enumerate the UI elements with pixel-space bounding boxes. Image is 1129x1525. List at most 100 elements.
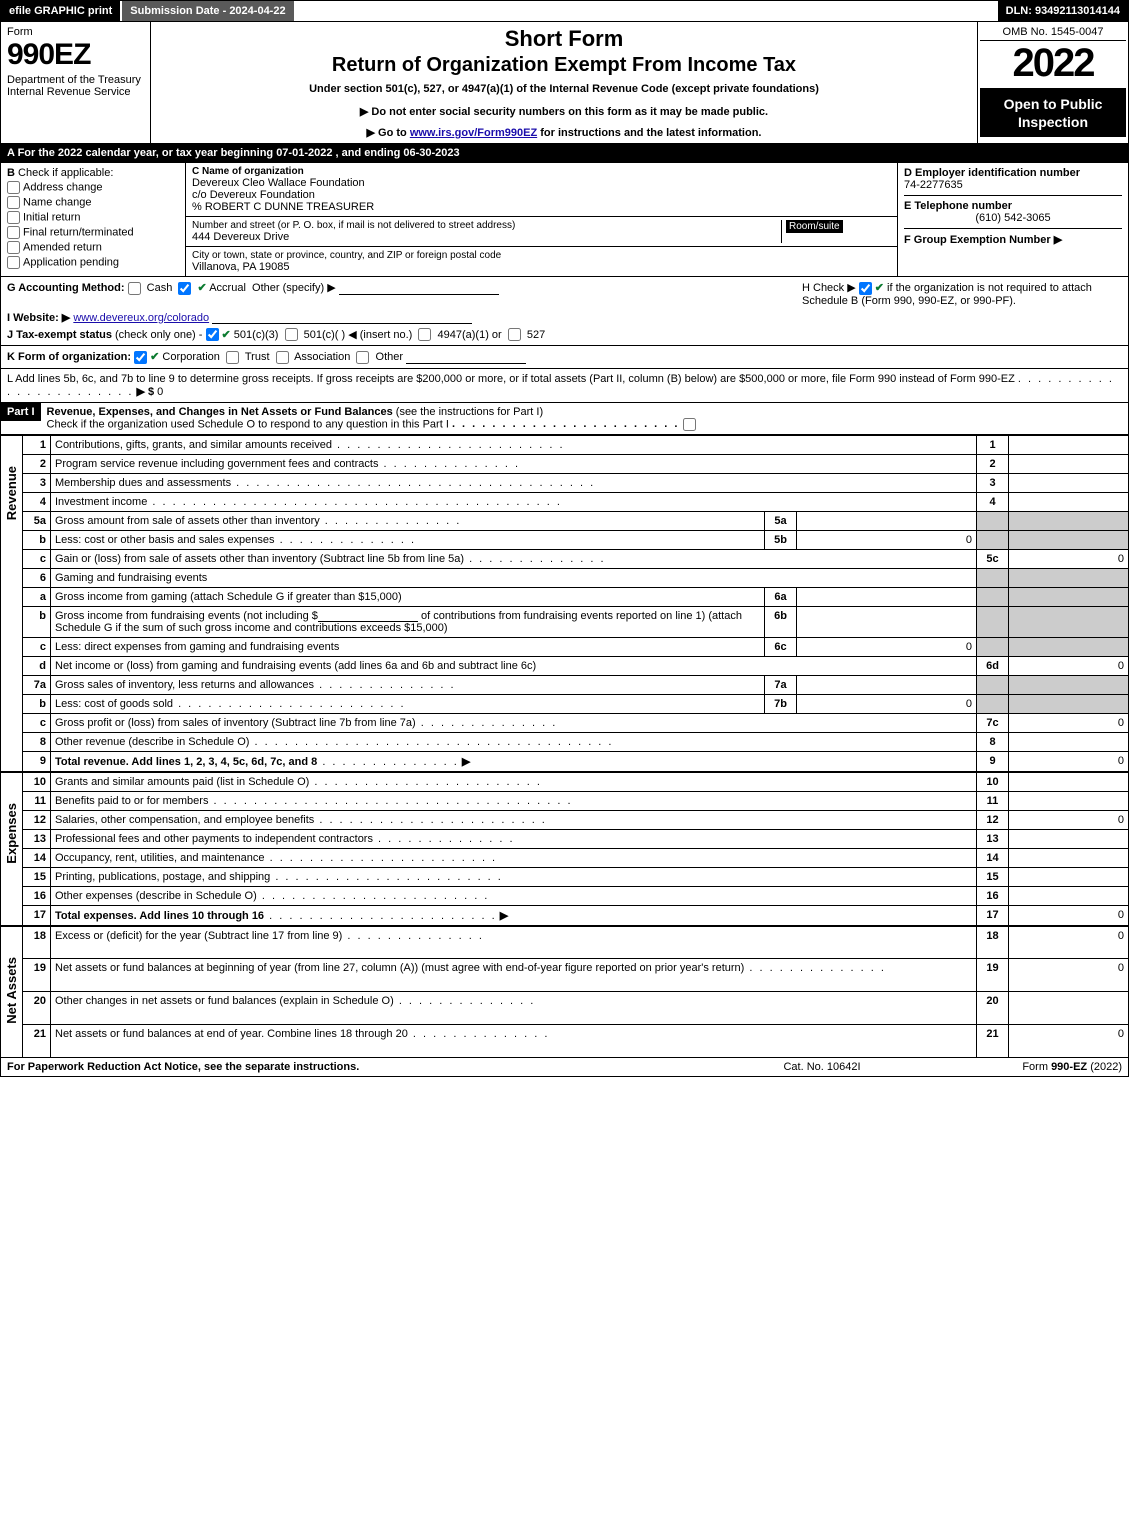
line-1: 1Contributions, gifts, grants, and simil…: [23, 435, 1129, 454]
header-right: OMB No. 1545-0047 2022 Open to Public In…: [978, 22, 1128, 143]
irs-link[interactable]: www.irs.gov/Form990EZ: [410, 127, 537, 139]
row-a-tax-year: A For the 2022 calendar year, or tax yea…: [0, 144, 1129, 163]
chk-other-org[interactable]: [356, 351, 369, 364]
netassets-vlabel: Net Assets: [0, 926, 22, 1058]
h-pre: H Check ▶: [802, 282, 859, 294]
k-label: K Form of organization:: [7, 351, 131, 363]
street-label: Number and street (or P. O. box, if mail…: [192, 220, 781, 231]
part-i-title: Revenue, Expenses, and Changes in Net As…: [41, 403, 1128, 434]
l-arrow: ▶ $: [136, 386, 154, 398]
i-label: I Website: ▶: [7, 312, 70, 324]
c-name-label: C Name of organization: [192, 166, 891, 177]
open-to-public: Open to Public Inspection: [980, 89, 1126, 137]
b-label: B: [7, 167, 15, 179]
line-20: 20Other changes in net assets or fund ba…: [23, 992, 1129, 1025]
g-h-block: G Accounting Method: Cash ✔ Accrual Othe…: [0, 277, 1129, 346]
footer-mid: Cat. No. 10642I: [722, 1061, 922, 1073]
501c-label: 501(c)( ): [304, 329, 346, 341]
tax-year: 2022: [980, 41, 1126, 89]
c-street-block: Number and street (or P. O. box, if mail…: [186, 217, 897, 247]
expenses-vlabel: Expenses: [0, 772, 22, 926]
topbar-spacer: [294, 1, 998, 21]
527-label: 527: [527, 329, 545, 341]
part-i-check: Check if the organization used Schedule …: [47, 418, 449, 430]
f-label: F Group Exemption Number: [904, 234, 1051, 246]
omb-number: OMB No. 1545-0047: [980, 24, 1126, 41]
g-left: G Accounting Method: Cash ✔ Accrual Othe…: [7, 281, 802, 341]
line-12: 12Salaries, other compensation, and empl…: [23, 810, 1129, 829]
e-label: E Telephone number: [904, 200, 1122, 212]
accrual-label: Accrual: [209, 282, 246, 294]
room-label: Room/suite: [786, 220, 843, 233]
header-mid: Short Form Return of Organization Exempt…: [151, 22, 978, 143]
j-sub: (check only one) -: [115, 329, 202, 341]
j-label: J Tax-exempt status: [7, 329, 112, 341]
goto-pre: ▶ Go to: [367, 127, 410, 139]
line-19: 19Net assets or fund balances at beginni…: [23, 959, 1129, 992]
revenue-vlabel: Revenue: [0, 435, 22, 772]
line-13: 13Professional fees and other payments t…: [23, 829, 1129, 848]
part-i: Part I Revenue, Expenses, and Changes in…: [0, 403, 1129, 435]
page-footer: For Paperwork Reduction Act Notice, see …: [0, 1058, 1129, 1077]
chk-address-change[interactable]: Address change: [7, 181, 179, 194]
d-ein-block: D Employer identification number 74-2277…: [904, 167, 1122, 196]
revenue-section: Revenue 1Contributions, gifts, grants, a…: [0, 435, 1129, 772]
g-label: G Accounting Method:: [7, 282, 125, 294]
chk-4947[interactable]: [418, 328, 431, 341]
part-i-tag: Part I: [1, 403, 41, 421]
short-form-title: Short Form: [159, 26, 969, 52]
col-b: B Check if applicable: Address change Na…: [1, 163, 186, 276]
org-attn: % ROBERT C DUNNE TREASURER: [192, 201, 891, 213]
city: Villanova, PA 19085: [192, 261, 891, 273]
header-left: Form 990EZ Department of the Treasury In…: [1, 22, 151, 143]
efile-print-button[interactable]: efile GRAPHIC print: [1, 1, 122, 21]
chk-trust[interactable]: [226, 351, 239, 364]
goto-link-line: ▶ Go to www.irs.gov/Form990EZ for instru…: [159, 126, 969, 139]
j-tax-exempt: J Tax-exempt status (check only one) - ✔…: [7, 328, 802, 342]
department: Department of the Treasury Internal Reve…: [7, 74, 144, 98]
corp-label: Corporation: [162, 351, 219, 363]
line-14: 14Occupancy, rent, utilities, and mainte…: [23, 848, 1129, 867]
line-6d: dNet income or (loss) from gaming and fu…: [23, 656, 1129, 675]
insert-no: ◀ (insert no.): [348, 329, 412, 341]
form-number: 990EZ: [7, 38, 144, 72]
line-3: 3Membership dues and assessments3: [23, 473, 1129, 492]
chk-final-return[interactable]: Final return/terminated: [7, 226, 179, 239]
chk-501c[interactable]: [285, 328, 298, 341]
501c3-label: 501(c)(3): [234, 329, 279, 341]
trust-label: Trust: [245, 351, 270, 363]
chk-501c3[interactable]: [206, 328, 219, 341]
4947-label: 4947(a)(1) or: [438, 329, 502, 341]
chk-part-i-schedule-o[interactable]: [683, 418, 696, 431]
website-link[interactable]: www.devereux.org/colorado: [73, 312, 209, 324]
l-gross-receipts: L Add lines 5b, 6c, and 7b to line 9 to …: [0, 369, 1129, 403]
l-text: L Add lines 5b, 6c, and 7b to line 9 to …: [7, 373, 1015, 385]
revenue-table: 1Contributions, gifts, grants, and simil…: [22, 435, 1129, 772]
other-specify: Other (specify) ▶: [252, 282, 336, 294]
line-18: 18Excess or (deficit) for the year (Subt…: [23, 926, 1129, 959]
line-6: 6Gaming and fundraising events: [23, 568, 1129, 587]
line-5b: bLess: cost or other basis and sales exp…: [23, 530, 1129, 549]
line-15: 15Printing, publications, postage, and s…: [23, 867, 1129, 886]
chk-527[interactable]: [508, 328, 521, 341]
other-org-label: Other: [376, 351, 404, 363]
i-website-row: I Website: ▶ www.devereux.org/colorado: [7, 311, 802, 324]
chk-accrual[interactable]: [178, 282, 191, 295]
chk-cash[interactable]: [128, 282, 141, 295]
chk-h[interactable]: [859, 282, 872, 295]
chk-initial-return[interactable]: Initial return: [7, 211, 179, 224]
assoc-label: Association: [294, 351, 350, 363]
chk-corp[interactable]: [134, 351, 147, 364]
chk-amended[interactable]: Amended return: [7, 241, 179, 254]
line-17: 17Total expenses. Add lines 10 through 1…: [23, 905, 1129, 925]
line-6b: bGross income from fundraising events (n…: [23, 606, 1129, 637]
other-underline: [339, 283, 499, 295]
line-7a: 7aGross sales of inventory, less returns…: [23, 675, 1129, 694]
line-7b: bLess: cost of goods sold7b0: [23, 694, 1129, 713]
chk-name-change[interactable]: Name change: [7, 196, 179, 209]
netassets-table: 18Excess or (deficit) for the year (Subt…: [22, 926, 1129, 1058]
e-phone-block: E Telephone number (610) 542-3065: [904, 200, 1122, 229]
chk-application-pending[interactable]: Application pending: [7, 256, 179, 269]
line-6a: aGross income from gaming (attach Schedu…: [23, 587, 1129, 606]
chk-assoc[interactable]: [276, 351, 289, 364]
